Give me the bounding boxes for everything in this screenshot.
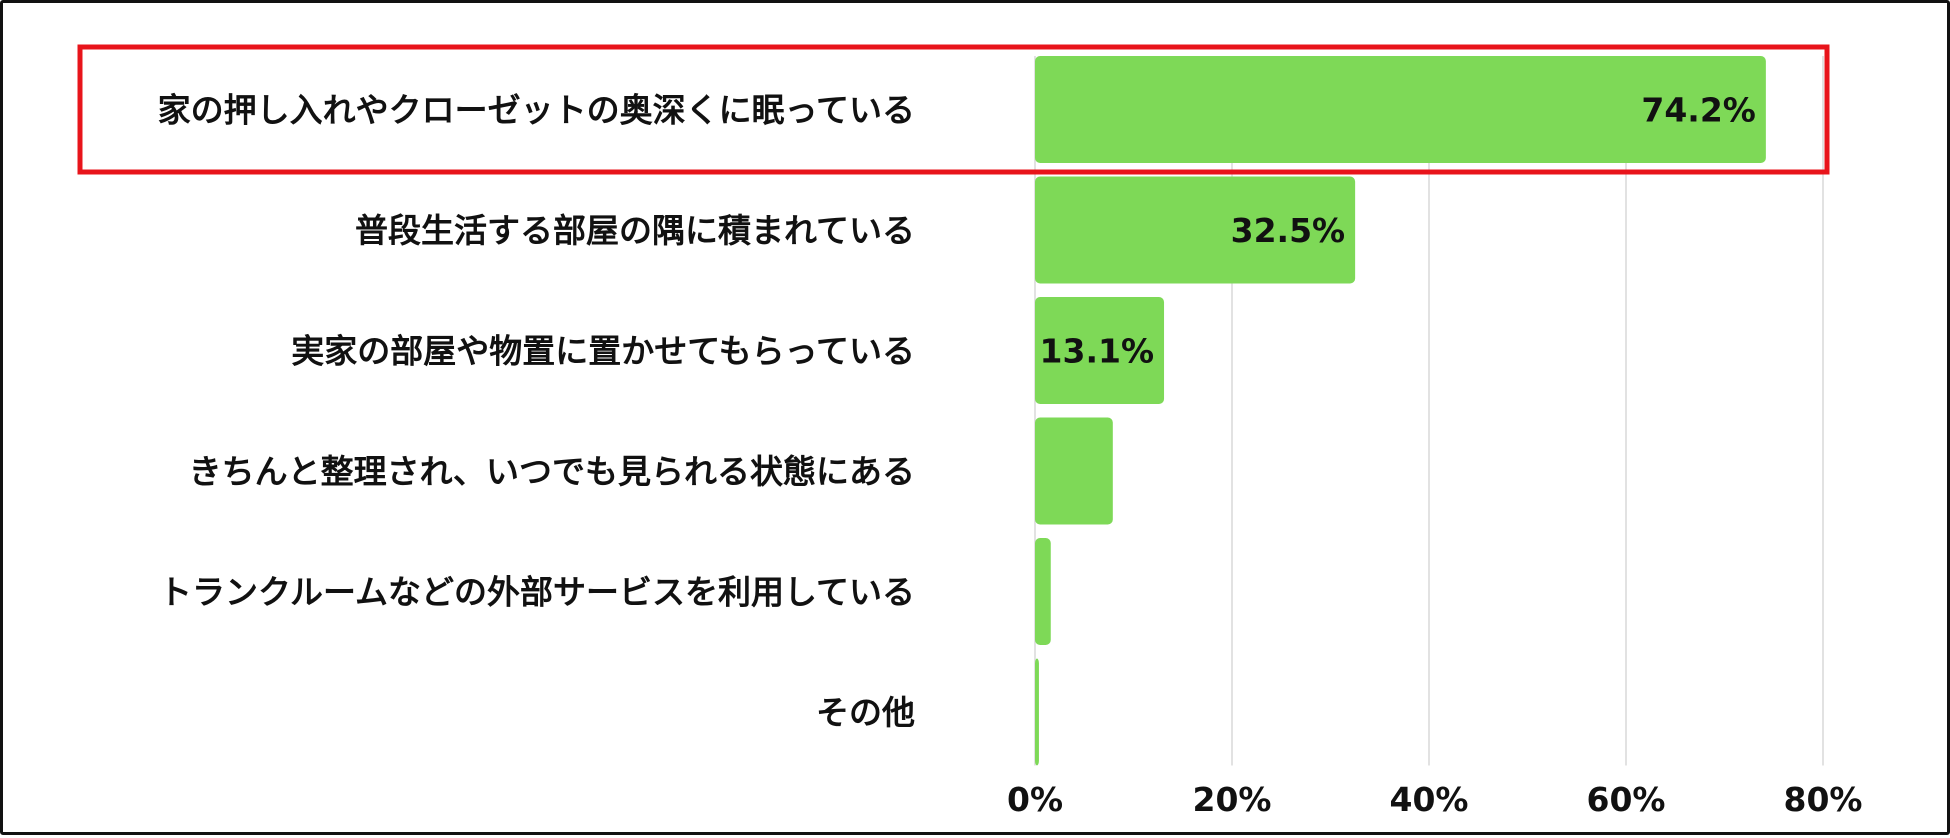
x-tick-label: 80%	[1784, 780, 1863, 819]
category-label: きちんと整理され、いつでも見られる状態にある	[189, 452, 915, 491]
bar-chart: 家の押し入れやクローゼットの奥深くに眠っている普段生活する部屋の隅に積まれている…	[77, 44, 1863, 819]
category-labels: 家の押し入れやクローゼットの奥深くに眠っている普段生活する部屋の隅に積まれている…	[158, 91, 915, 733]
category-label: その他	[816, 693, 915, 732]
category-label: 実家の部屋や物置に置かせてもらっている	[291, 332, 915, 371]
x-axis-ticks: 0% 20% 40% 60% 80%	[1007, 780, 1863, 819]
x-tick-label: 60%	[1587, 780, 1666, 819]
x-tick-label: 40%	[1390, 780, 1469, 819]
bar	[1035, 297, 1165, 404]
x-tick-label: 20%	[1193, 780, 1272, 819]
bar	[1035, 538, 1051, 645]
highlight-box	[77, 44, 1830, 175]
category-label: トランクルームなどの外部サービスを利用している	[159, 573, 915, 612]
bar	[1035, 658, 1039, 766]
data-label: 32.5%	[1231, 211, 1346, 250]
highlight-rectangle	[77, 44, 1830, 175]
data-label: 13.1%	[1040, 332, 1155, 371]
data-labels: 74.2% 32.5% 13.1%	[1040, 91, 1756, 371]
category-label: 家の押し入れやクローゼットの奥深くに眠っている	[158, 91, 915, 130]
bars	[1035, 56, 1766, 766]
bar	[1035, 417, 1113, 525]
x-tick-label: 0%	[1007, 780, 1063, 819]
data-label: 74.2%	[1641, 91, 1756, 130]
bar	[1035, 56, 1766, 163]
bar	[1035, 176, 1356, 284]
category-label: 普段生活する部屋の隅に積まれている	[355, 211, 915, 250]
